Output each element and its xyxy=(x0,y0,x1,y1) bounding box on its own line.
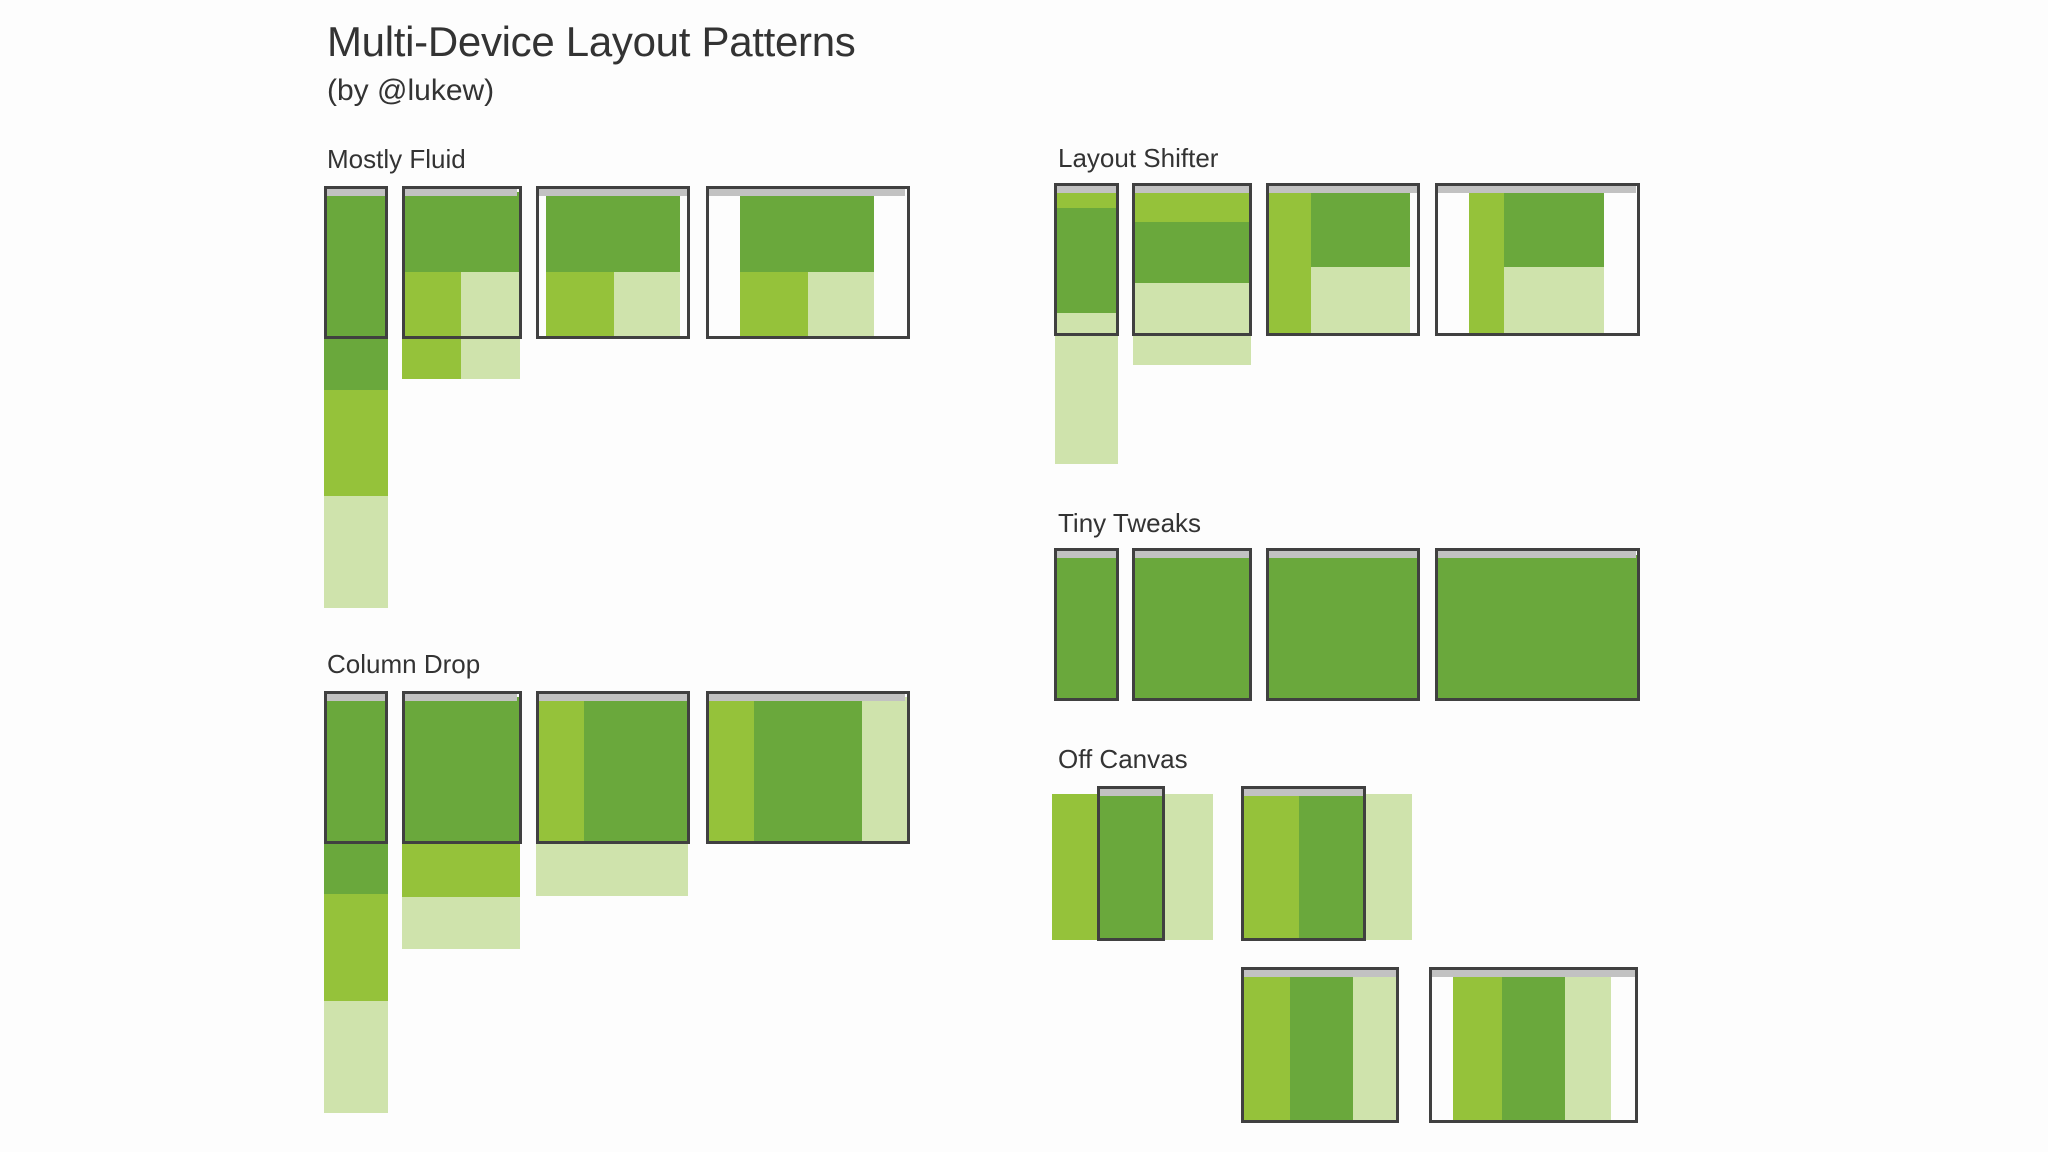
tertiary-block xyxy=(862,697,908,843)
page-subtitle: (by @lukew) xyxy=(327,74,495,107)
browser-chrome-bar xyxy=(1135,186,1249,193)
primary-block xyxy=(1436,555,1639,699)
device-frame xyxy=(1241,967,1399,1123)
tertiary-block xyxy=(1133,283,1251,365)
tertiary-block xyxy=(324,1001,388,1113)
browser-chrome-bar xyxy=(1269,551,1417,558)
primary-block xyxy=(1299,794,1363,939)
device-frame xyxy=(402,691,522,844)
device-frame xyxy=(536,186,690,339)
primary-block xyxy=(546,192,680,272)
primary-block xyxy=(402,697,520,843)
browser-chrome-bar xyxy=(1244,789,1363,796)
secondary-block xyxy=(536,697,584,843)
browser-chrome-bar xyxy=(539,189,687,196)
section-title-off-canvas: Off Canvas xyxy=(1058,744,1188,774)
secondary-block xyxy=(1055,190,1118,208)
secondary-block xyxy=(546,272,614,336)
primary-block xyxy=(754,697,862,843)
primary-block xyxy=(1502,975,1565,1121)
tertiary-block xyxy=(1363,794,1412,940)
secondary-block xyxy=(1052,794,1098,940)
browser-chrome-bar xyxy=(1432,970,1635,977)
browser-chrome-bar xyxy=(1269,186,1417,193)
device-frame xyxy=(1097,786,1165,941)
primary-block xyxy=(1055,208,1118,313)
browser-chrome-bar xyxy=(405,189,517,196)
page-title: Multi-Device Layout Patterns xyxy=(327,18,856,65)
secondary-block xyxy=(1453,975,1502,1121)
browser-chrome-bar xyxy=(1135,551,1249,558)
secondary-block xyxy=(324,894,388,1001)
tertiary-block xyxy=(1565,975,1611,1121)
browser-chrome-bar xyxy=(1100,789,1162,796)
primary-block xyxy=(324,697,388,894)
device-frame xyxy=(324,186,388,339)
tertiary-block xyxy=(461,272,520,379)
device-frame xyxy=(1132,548,1252,701)
browser-chrome-bar xyxy=(709,189,905,196)
section-title-layout-shifter: Layout Shifter xyxy=(1058,143,1219,173)
secondary-block xyxy=(740,272,808,336)
device-frame xyxy=(706,691,910,844)
primary-block xyxy=(1311,190,1410,267)
section-title-tiny-tweaks: Tiny Tweaks xyxy=(1058,508,1202,538)
primary-block xyxy=(740,192,874,272)
device-frame xyxy=(1435,183,1640,336)
browser-chrome-bar xyxy=(539,694,687,701)
tertiary-block xyxy=(402,897,520,949)
browser-chrome-bar xyxy=(1057,186,1116,193)
primary-block xyxy=(402,192,520,272)
browser-chrome-bar xyxy=(1438,186,1636,193)
section-title-column-drop: Column Drop xyxy=(327,649,481,679)
tertiary-block xyxy=(1504,267,1604,333)
primary-block xyxy=(1133,555,1251,699)
secondary-block xyxy=(706,697,754,843)
browser-chrome-bar xyxy=(1438,551,1636,558)
tertiary-block xyxy=(1353,975,1396,1121)
primary-block xyxy=(1267,555,1419,699)
browser-chrome-bar xyxy=(1244,970,1396,977)
primary-block xyxy=(1098,794,1164,940)
device-frame xyxy=(706,186,910,339)
tertiary-block xyxy=(1311,267,1410,333)
device-frame xyxy=(1266,548,1420,701)
tertiary-block xyxy=(536,843,688,896)
section-title-mostly-fluid: Mostly Fluid xyxy=(327,144,466,174)
device-frame xyxy=(324,691,388,844)
device-frame xyxy=(402,186,522,339)
device-frame xyxy=(1241,786,1366,941)
tertiary-block xyxy=(614,272,680,336)
tertiary-block xyxy=(1055,313,1118,464)
device-frame xyxy=(1429,967,1638,1123)
primary-block xyxy=(1133,222,1251,283)
secondary-block xyxy=(1267,190,1311,333)
device-frame xyxy=(1435,548,1640,701)
primary-block xyxy=(1504,190,1604,267)
device-frame xyxy=(1054,548,1119,701)
tertiary-block xyxy=(1164,794,1213,940)
browser-chrome-bar xyxy=(327,189,385,196)
device-frame xyxy=(1266,183,1420,336)
tertiary-block xyxy=(324,496,388,608)
secondary-block xyxy=(1469,190,1504,333)
browser-chrome-bar xyxy=(1057,551,1116,558)
secondary-block xyxy=(1133,190,1251,222)
secondary-block xyxy=(324,390,388,496)
secondary-block xyxy=(402,272,461,379)
primary-block xyxy=(1055,555,1118,699)
secondary-block xyxy=(1244,975,1290,1121)
device-frame xyxy=(1054,183,1119,336)
browser-chrome-bar xyxy=(327,694,385,701)
primary-block xyxy=(584,697,688,843)
secondary-block xyxy=(1243,794,1299,939)
device-frame xyxy=(1132,183,1252,336)
device-frame xyxy=(536,691,690,844)
tertiary-block xyxy=(808,272,874,336)
browser-chrome-bar xyxy=(405,694,517,701)
primary-block xyxy=(1290,975,1353,1121)
primary-block xyxy=(324,192,388,390)
secondary-block xyxy=(402,843,520,897)
browser-chrome-bar xyxy=(709,694,905,701)
